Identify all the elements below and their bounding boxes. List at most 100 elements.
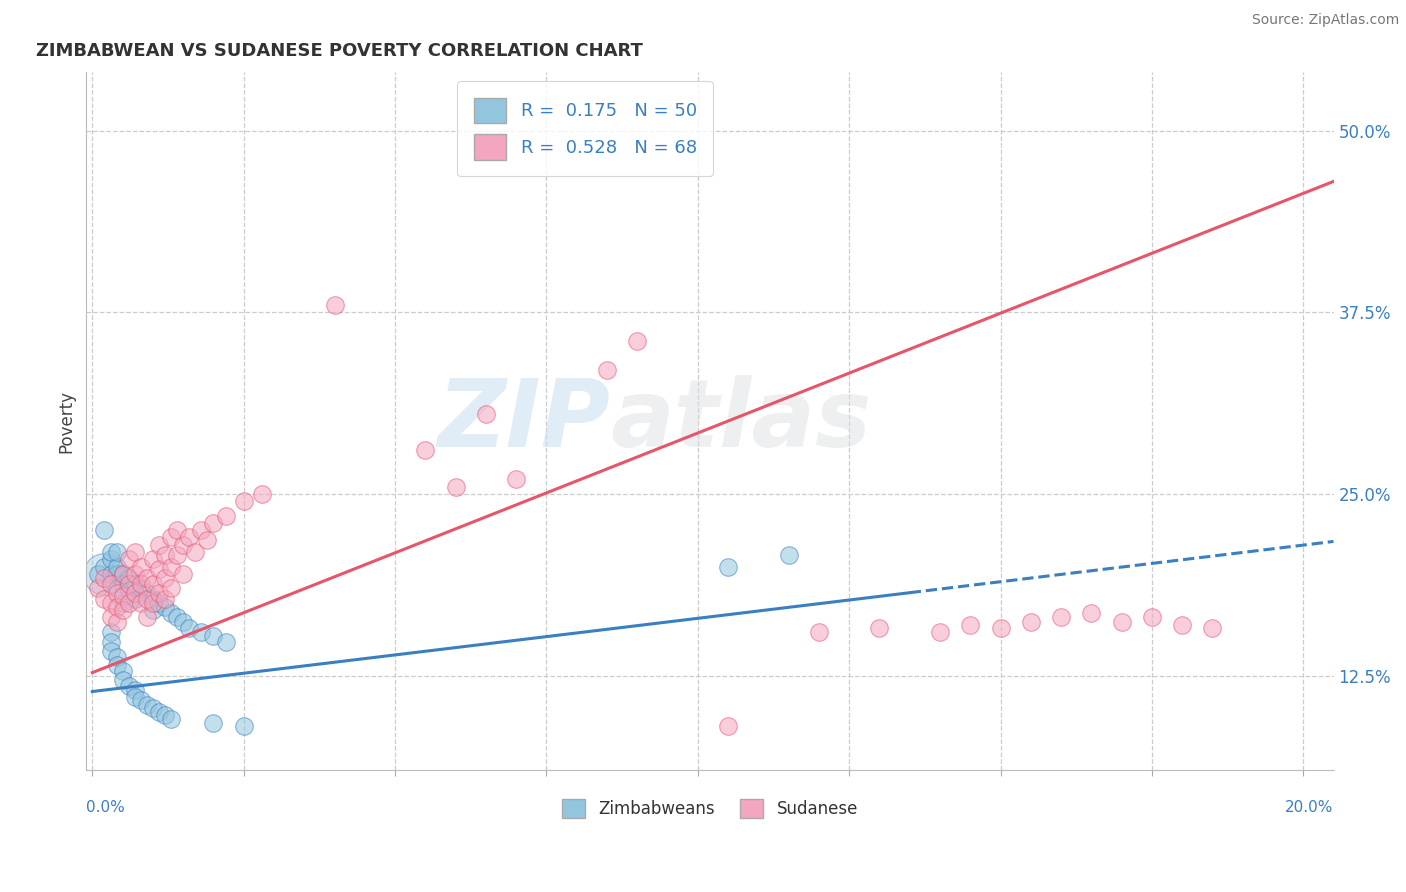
Point bbox=[135, 698, 157, 712]
Point bbox=[129, 559, 152, 574]
Point bbox=[129, 577, 152, 591]
Point bbox=[1140, 610, 1163, 624]
Point bbox=[100, 610, 122, 624]
Point bbox=[93, 591, 115, 606]
Point bbox=[166, 548, 188, 562]
Point bbox=[148, 705, 170, 719]
Point bbox=[118, 679, 141, 693]
Point bbox=[807, 624, 830, 639]
Text: ZIMBABWEAN VS SUDANESE POVERTY CORRELATION CHART: ZIMBABWEAN VS SUDANESE POVERTY CORRELATI… bbox=[37, 42, 644, 60]
Point bbox=[160, 582, 183, 596]
Point bbox=[214, 508, 236, 523]
Point bbox=[190, 624, 212, 639]
Point bbox=[118, 571, 141, 585]
Point bbox=[118, 584, 141, 599]
Point bbox=[93, 566, 115, 581]
Point bbox=[172, 538, 194, 552]
Point bbox=[105, 559, 128, 574]
Point bbox=[105, 566, 128, 581]
Point bbox=[160, 712, 183, 726]
Point bbox=[105, 658, 128, 673]
Point bbox=[214, 635, 236, 649]
Text: 20.0%: 20.0% bbox=[1285, 800, 1333, 815]
Point bbox=[232, 719, 254, 733]
Point bbox=[142, 603, 165, 617]
Point bbox=[153, 707, 176, 722]
Point bbox=[87, 566, 110, 581]
Point bbox=[129, 582, 152, 596]
Point bbox=[172, 566, 194, 581]
Point bbox=[190, 523, 212, 537]
Point bbox=[124, 545, 146, 559]
Point bbox=[111, 673, 134, 687]
Point bbox=[202, 716, 225, 731]
Point bbox=[202, 516, 225, 530]
Point bbox=[142, 700, 165, 714]
Point bbox=[1019, 615, 1042, 629]
Point bbox=[166, 610, 188, 624]
Point bbox=[153, 591, 176, 606]
Legend: Zimbabweans, Sudanese: Zimbabweans, Sudanese bbox=[555, 792, 865, 824]
Point bbox=[778, 548, 800, 562]
Point bbox=[111, 603, 134, 617]
Point bbox=[148, 585, 170, 599]
Point bbox=[111, 577, 134, 591]
Point bbox=[1171, 617, 1194, 632]
Point bbox=[124, 566, 146, 581]
Point bbox=[717, 559, 740, 574]
Point bbox=[153, 548, 176, 562]
Point bbox=[124, 577, 146, 591]
Point bbox=[195, 533, 218, 548]
Point bbox=[100, 596, 122, 610]
Point bbox=[1050, 610, 1073, 624]
Point bbox=[142, 596, 165, 610]
Point bbox=[142, 591, 165, 606]
Point bbox=[717, 719, 740, 733]
Point bbox=[105, 585, 128, 599]
Point bbox=[160, 559, 183, 574]
Point bbox=[142, 577, 165, 591]
Point bbox=[153, 571, 176, 585]
Point bbox=[148, 596, 170, 610]
Point bbox=[153, 600, 176, 615]
Point bbox=[100, 552, 122, 566]
Point bbox=[87, 582, 110, 596]
Point bbox=[124, 683, 146, 698]
Point bbox=[160, 531, 183, 545]
Point bbox=[129, 596, 152, 610]
Point bbox=[160, 606, 183, 620]
Point bbox=[93, 571, 115, 585]
Point bbox=[100, 644, 122, 658]
Point bbox=[929, 624, 952, 639]
Point bbox=[250, 487, 273, 501]
Point bbox=[135, 591, 157, 606]
Point bbox=[124, 585, 146, 599]
Point bbox=[868, 621, 890, 635]
Point bbox=[105, 600, 128, 615]
Point bbox=[105, 615, 128, 629]
Point bbox=[93, 523, 115, 537]
Point bbox=[184, 545, 207, 559]
Point bbox=[118, 552, 141, 566]
Y-axis label: Poverty: Poverty bbox=[58, 390, 75, 453]
Point bbox=[626, 334, 648, 349]
Point bbox=[129, 693, 152, 707]
Point bbox=[100, 624, 122, 639]
Point bbox=[232, 494, 254, 508]
Text: ZIP: ZIP bbox=[437, 376, 610, 467]
Point bbox=[100, 635, 122, 649]
Point bbox=[596, 363, 619, 377]
Point bbox=[202, 629, 225, 643]
Point bbox=[475, 407, 498, 421]
Point bbox=[118, 577, 141, 591]
Point bbox=[179, 621, 201, 635]
Point bbox=[100, 545, 122, 559]
Point bbox=[444, 480, 467, 494]
Point bbox=[111, 596, 134, 610]
Point bbox=[415, 443, 437, 458]
Text: atlas: atlas bbox=[610, 376, 872, 467]
Point bbox=[111, 664, 134, 678]
Point bbox=[105, 545, 128, 559]
Point bbox=[166, 523, 188, 537]
Point bbox=[1201, 621, 1223, 635]
